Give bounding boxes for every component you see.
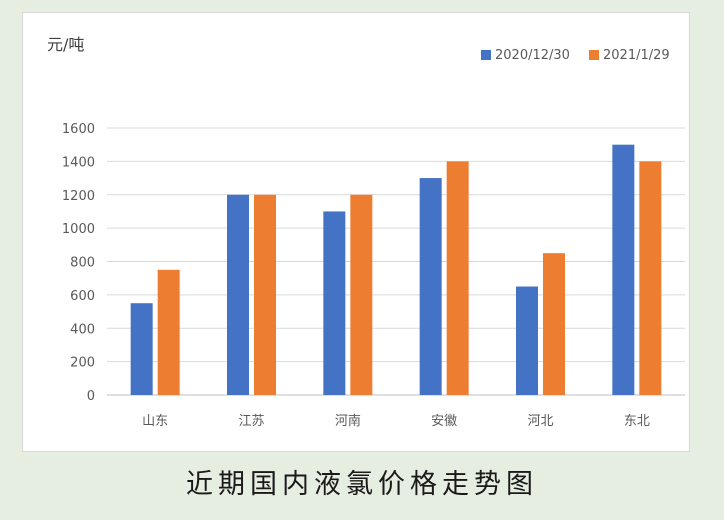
gridlines (107, 127, 685, 396)
y-tick-label: 800 (70, 256, 95, 271)
bars (130, 144, 662, 395)
y-tick-label: 400 (70, 322, 95, 337)
bar-2021/1/29-东北 (639, 161, 662, 395)
y-axis-unit-label: 元/吨 (47, 35, 84, 54)
y-tick-label: 1600 (62, 122, 95, 137)
x-tick-label: 安徽 (431, 414, 457, 429)
bar-2020/12/30-东北 (612, 144, 635, 395)
chart-caption: 近期国内液氯价格走势图 (186, 469, 538, 500)
x-axis-labels: 山东 江苏 河南 安徽 河北 东北 (142, 413, 650, 429)
legend-swatch (589, 50, 599, 60)
bar-2020/12/30-河北 (516, 286, 538, 395)
bar-2021/1/29-河南 (350, 194, 373, 395)
x-tick-label: 河北 (527, 414, 553, 429)
chart-panel: 元/吨 0 200 400 600 800 1000 1200 1400 1600 山东 江苏 河南… (22, 12, 690, 452)
x-tick-label: 东北 (624, 414, 650, 429)
y-axis-ticks: 0 200 400 600 800 1000 1200 1400 1600 (62, 122, 95, 404)
y-tick-label: 200 (70, 356, 95, 371)
y-tick-label: 0 (87, 389, 95, 404)
bar-2021/1/29-江苏 (254, 194, 276, 395)
x-tick-label: 山东 (142, 414, 168, 429)
bar-chart: 元/吨 0 200 400 600 800 1000 1200 1400 1600 山东 江苏 河南… (47, 35, 685, 429)
bar-2020/12/30-山东 (130, 303, 153, 395)
bar-2020/12/30-江苏 (227, 194, 249, 395)
legend-swatch (481, 50, 491, 60)
y-tick-label: 1000 (62, 222, 95, 237)
bar-2020/12/30-安徽 (419, 178, 442, 395)
y-tick-label: 1200 (62, 189, 95, 204)
legend-label: 2020/12/30 (495, 48, 570, 63)
legend: 2020/12/30 2021/1/29 (481, 48, 670, 63)
bar-2021/1/29-山东 (157, 269, 180, 395)
legend-label: 2021/1/29 (603, 48, 670, 63)
y-tick-label: 1400 (62, 155, 95, 170)
bar-2021/1/29-河北 (543, 253, 565, 395)
x-tick-label: 江苏 (238, 413, 264, 429)
x-tick-label: 河南 (335, 413, 361, 429)
bar-2020/12/30-河南 (323, 211, 346, 395)
bar-2021/1/29-安徽 (446, 161, 469, 395)
y-tick-label: 600 (70, 289, 95, 304)
